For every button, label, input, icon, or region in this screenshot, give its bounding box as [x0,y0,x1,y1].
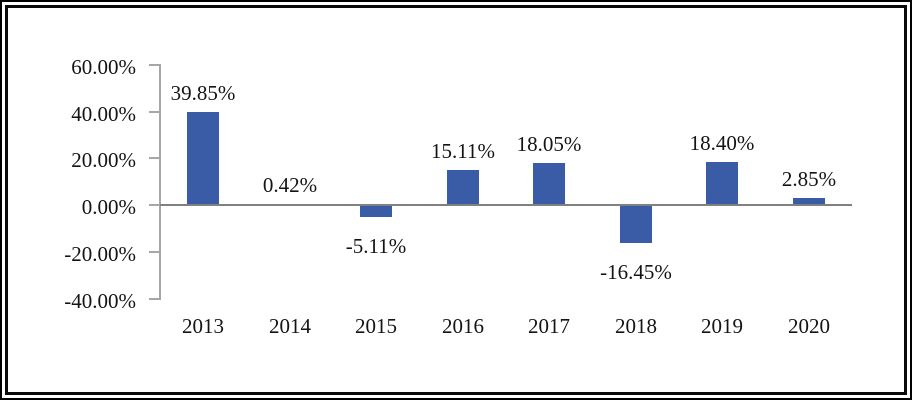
bar-value-label-2015: -5.11% [345,234,407,258]
y-tick-mark [149,204,160,206]
x-axis-label-2018: 2018 [615,314,657,338]
bar-2015 [360,205,392,217]
x-axis-label-2013: 2013 [182,314,224,338]
y-tick-mark [149,63,160,66]
y-tick-mark [149,297,160,300]
bar-2018 [620,205,652,243]
y-axis-tick-label: -20.00% [64,241,136,266]
bar-value-label-2020: 2.85% [781,167,837,191]
y-tick-mark [149,110,160,113]
y-axis-tick-label: 60.00% [71,54,136,79]
y-tick-mark [149,157,160,160]
y-axis-tick-label: 0.00% [81,195,136,219]
bar-value-label-2014: 0.42% [262,173,318,197]
bar-value-label-2017: 18.05% [516,132,582,156]
x-axis-label-2020: 2020 [788,314,830,338]
bar-2019 [706,162,738,205]
bar-2013 [187,112,219,205]
y-tick-mark [149,250,160,253]
x-axis-label-2015: 2015 [355,314,397,338]
bar-2016 [447,170,479,205]
x-axis-label-2014: 2014 [269,314,311,338]
bar-2017 [533,163,565,205]
zero-line [160,204,852,206]
x-axis-label-2017: 2017 [528,314,570,338]
bar-value-label-2018: -16.45% [600,260,672,284]
y-axis-tick-label: -40.00% [64,288,136,313]
bar-2020 [793,198,825,205]
y-axis-tick-label: 20.00% [71,148,136,173]
bar-value-label-2019: 18.40% [689,131,755,155]
x-axis-label-2016: 2016 [442,314,484,338]
y-axis-tick-label: 40.00% [71,101,136,126]
y-axis-line [159,63,161,300]
x-axis-label-2019: 2019 [701,314,743,338]
bar-value-label-2013: 39.85% [170,81,236,105]
bar-value-label-2016: 15.11% [431,139,495,163]
